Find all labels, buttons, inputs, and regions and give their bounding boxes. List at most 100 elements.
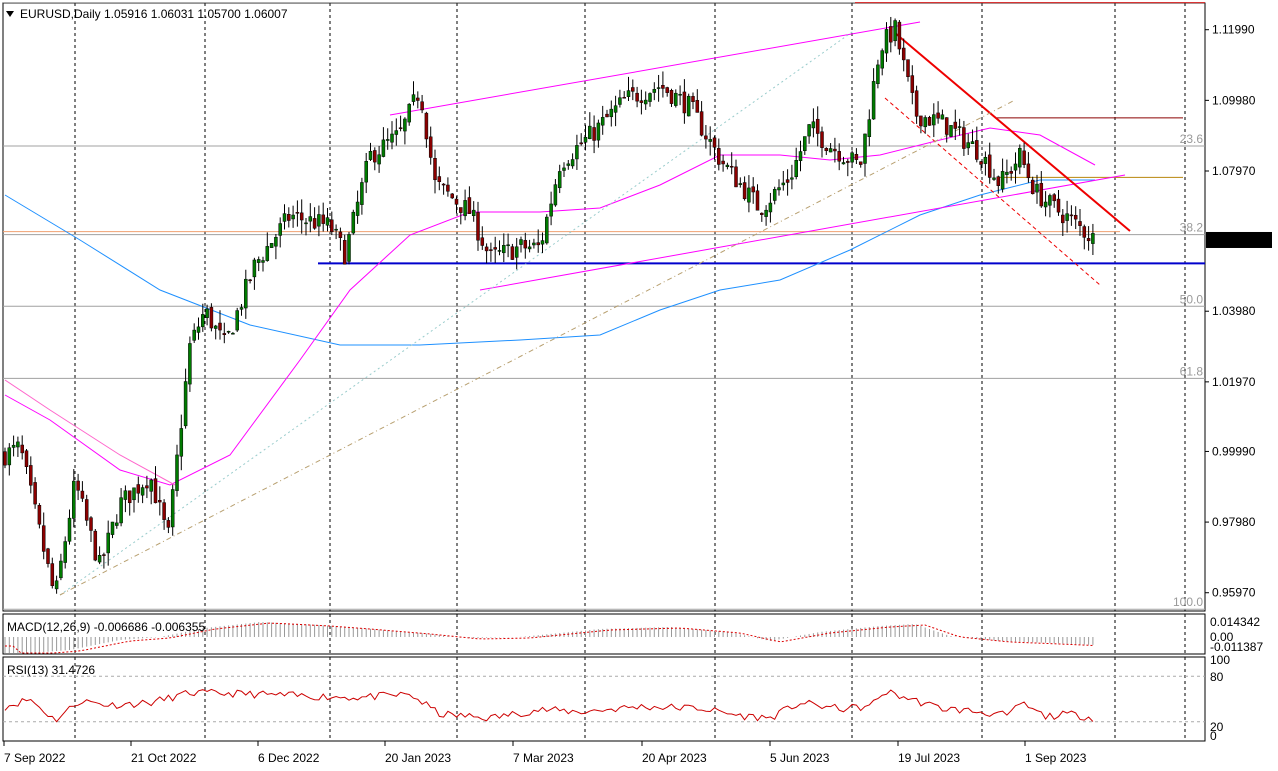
candle-body bbox=[377, 154, 381, 165]
candle-body bbox=[803, 136, 807, 151]
candle-body bbox=[996, 176, 1001, 186]
candle-body bbox=[213, 325, 218, 329]
candle-body bbox=[962, 127, 966, 149]
candle-body bbox=[179, 428, 184, 457]
candle-body bbox=[269, 243, 274, 248]
x-tick-label: 7 Sep 2022 bbox=[4, 751, 66, 765]
rsi-indicator: 100 80 200 bbox=[3, 653, 1230, 743]
candle-body bbox=[265, 246, 270, 261]
candle-body bbox=[871, 81, 876, 120]
candle-body bbox=[364, 160, 368, 183]
candle-body bbox=[368, 151, 373, 160]
upper-channel-line bbox=[389, 21, 921, 116]
candle-body bbox=[153, 478, 158, 504]
candle-body bbox=[1073, 214, 1078, 220]
candle-body bbox=[1039, 183, 1044, 207]
candle-body bbox=[622, 97, 626, 99]
candle-body bbox=[102, 554, 106, 556]
candle-body bbox=[992, 177, 996, 180]
candle-body bbox=[334, 228, 338, 231]
candle-body bbox=[158, 500, 162, 503]
candle-body bbox=[218, 322, 222, 331]
y-tick-label: 1.07970 bbox=[1212, 164, 1256, 178]
candle-body bbox=[527, 246, 532, 250]
candle-body bbox=[691, 96, 695, 103]
rsi-tick-label: 100 bbox=[1210, 653, 1230, 667]
candle-body bbox=[299, 212, 304, 221]
candle-body bbox=[927, 117, 932, 126]
candle-body bbox=[127, 490, 132, 504]
candle-body bbox=[760, 212, 764, 215]
macd-tick-label: 0.00 bbox=[1210, 630, 1234, 644]
rsi-label: RSI(13) 31.4726 bbox=[7, 663, 95, 677]
candle-body bbox=[506, 244, 510, 247]
candle-body bbox=[824, 148, 829, 152]
candle-body bbox=[480, 237, 485, 246]
candle-body bbox=[463, 200, 467, 217]
candle-body bbox=[751, 186, 755, 193]
candle-body bbox=[588, 125, 592, 139]
x-tick-label: 19 Jul 2023 bbox=[898, 751, 960, 765]
ma-slow-line bbox=[4, 179, 1095, 346]
horizontal-levels: 0.0 23.6 38.2 50.0 61.8 100.0 bbox=[3, 0, 1205, 610]
candle-body bbox=[970, 141, 975, 144]
candle-body bbox=[476, 212, 480, 241]
candle-body bbox=[562, 167, 566, 171]
y-tick-label: 0.97980 bbox=[1212, 515, 1256, 529]
candle-body bbox=[428, 136, 433, 158]
candle-body bbox=[876, 64, 880, 84]
candle-body bbox=[308, 216, 313, 222]
candle-body bbox=[957, 126, 962, 128]
candle-body bbox=[59, 560, 63, 579]
candle-body bbox=[235, 310, 239, 331]
candle-body bbox=[441, 183, 446, 186]
collapse-arrow-icon[interactable] bbox=[6, 11, 14, 17]
rsi-line bbox=[4, 688, 1094, 723]
candle-body bbox=[712, 137, 717, 148]
current-price-label: 1.06007 bbox=[1212, 233, 1256, 247]
candle-body bbox=[923, 117, 927, 128]
candle-body bbox=[205, 308, 209, 318]
candle-body bbox=[682, 91, 687, 114]
candle-body bbox=[661, 85, 665, 89]
candle-body bbox=[1082, 226, 1087, 238]
candle-body bbox=[833, 148, 837, 152]
candle-body bbox=[674, 92, 678, 106]
candle-body bbox=[648, 93, 652, 102]
candle-body bbox=[1018, 147, 1022, 168]
candle-body bbox=[811, 121, 816, 129]
candle-body bbox=[1022, 150, 1026, 165]
candle-body bbox=[790, 177, 794, 180]
candle-body bbox=[7, 447, 12, 466]
candle-body bbox=[192, 329, 196, 341]
candle-body bbox=[777, 187, 781, 191]
fib-level-label: 38.2 bbox=[1180, 221, 1204, 235]
candle-body bbox=[493, 247, 497, 250]
candle-body bbox=[1061, 214, 1065, 224]
fib-level-label: 50.0 bbox=[1180, 292, 1204, 306]
candle-body bbox=[742, 182, 747, 200]
candle-body bbox=[390, 133, 394, 143]
candle-body bbox=[256, 259, 261, 263]
candle-body bbox=[635, 92, 639, 102]
candle-body bbox=[781, 182, 786, 186]
candle-body bbox=[347, 234, 351, 262]
candle-body bbox=[583, 136, 588, 143]
time-axis: 7 Sep 2022 21 Oct 2022 6 Dec 2022 20 Jan 20… bbox=[3, 741, 1087, 765]
candle-body bbox=[979, 161, 983, 165]
candle-body bbox=[97, 555, 102, 563]
x-tick-label: 6 Dec 2022 bbox=[258, 751, 320, 765]
candle-body bbox=[815, 118, 820, 134]
macd-tick-label: 0.014342 bbox=[1210, 615, 1260, 629]
candle-body bbox=[355, 201, 360, 216]
rsi-panel-frame bbox=[2, 656, 1206, 742]
candle-body bbox=[437, 176, 442, 182]
candle-body bbox=[398, 127, 403, 129]
candle-body bbox=[897, 21, 902, 50]
candle-body bbox=[656, 87, 661, 89]
candle-body bbox=[940, 114, 945, 120]
candle-body bbox=[454, 198, 459, 205]
candle-body bbox=[858, 161, 863, 165]
